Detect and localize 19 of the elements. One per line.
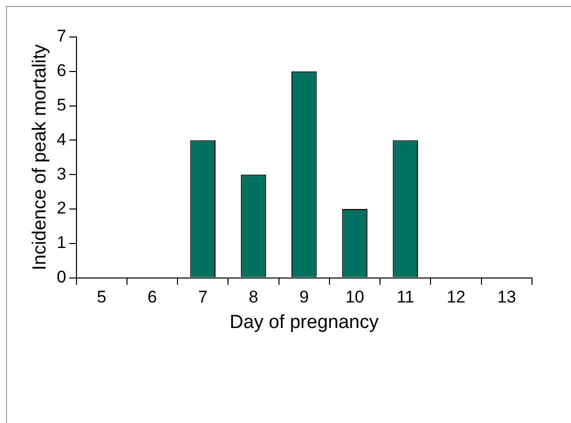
x-tick-label: 6 xyxy=(147,288,157,307)
y-tick-label: 0 xyxy=(56,267,66,286)
y-tick-label: 6 xyxy=(56,61,66,80)
y-tick-label: 3 xyxy=(56,164,66,184)
y-tick-label: 5 xyxy=(56,95,66,114)
y-tick-label: 2 xyxy=(56,198,66,218)
x-tick-label: 13 xyxy=(497,288,516,307)
x-tick-label: 8 xyxy=(248,288,258,307)
x-tick-label: 10 xyxy=(345,288,364,307)
y-axis-title: Incidence of peak mortality xyxy=(30,44,51,270)
x-tick-label: 5 xyxy=(96,288,106,307)
x-tick-label: 11 xyxy=(396,288,414,307)
x-axis-title: Day of pregnancy xyxy=(230,312,380,333)
x-tick-label: 9 xyxy=(299,288,309,307)
x-tick-label: 7 xyxy=(198,288,208,307)
y-tick-label: 7 xyxy=(56,26,66,46)
x-tick-label: 12 xyxy=(446,288,466,307)
y-tick-label: 4 xyxy=(56,130,66,149)
y-tick-label: 1 xyxy=(56,233,66,252)
